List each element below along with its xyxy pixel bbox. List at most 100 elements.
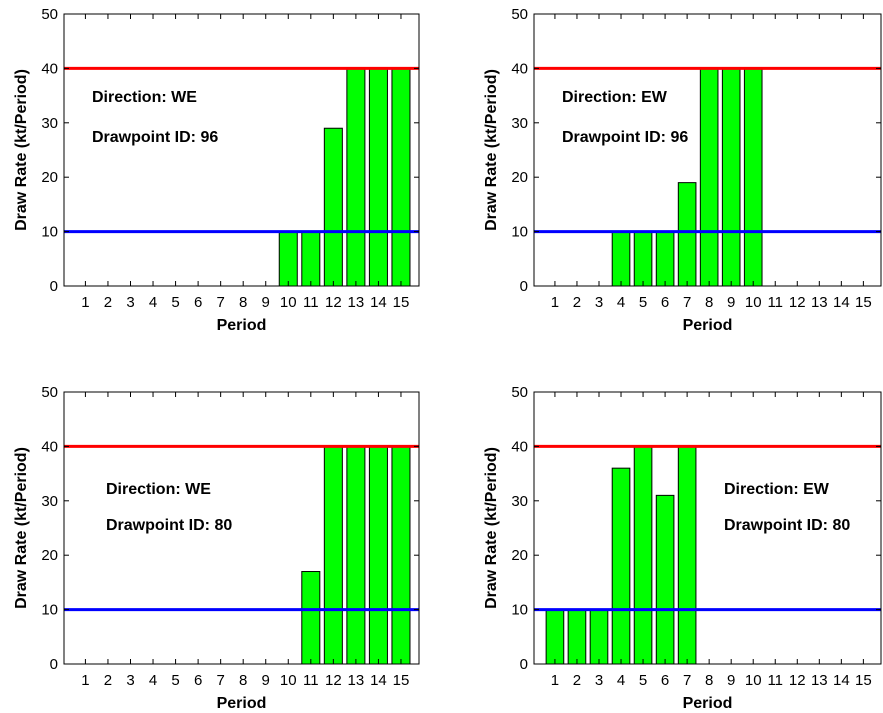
bar-period-6 (655, 494, 675, 665)
x-tick-label: 11 (767, 294, 783, 311)
direction-annotation: Direction: EW (562, 89, 668, 106)
bar-period-10 (278, 231, 298, 287)
x-tick-label: 9 (727, 672, 735, 689)
bar-period-9 (721, 67, 741, 287)
y-axis-label: Draw Rate (kt/Period) (483, 69, 500, 231)
bar-period-10 (743, 67, 763, 287)
x-tick-label: 8 (705, 294, 713, 311)
y-axis-label: Draw Rate (kt/Period) (483, 447, 500, 609)
x-axis-label: Period (217, 317, 267, 334)
direction-annotation: Direction: EW (724, 481, 830, 498)
y-tick-label: 0 (50, 278, 58, 295)
drawpoint-annotation: Drawpoint ID: 80 (106, 517, 232, 534)
x-tick-label: 6 (194, 294, 202, 311)
y-tick-label: 10 (41, 224, 58, 241)
y-tick-label: 20 (41, 547, 58, 564)
x-tick-label: 2 (573, 672, 581, 689)
x-tick-label: 4 (149, 672, 157, 689)
x-tick-label: 11 (767, 672, 783, 689)
y-tick-label: 40 (511, 60, 528, 77)
bar-period-5 (633, 445, 653, 665)
bar-period-2 (567, 609, 587, 665)
y-tick-label: 30 (41, 493, 58, 510)
x-tick-label: 14 (370, 672, 387, 689)
x-tick-label: 6 (661, 294, 669, 311)
x-tick-label: 1 (81, 294, 89, 311)
y-tick-label: 20 (511, 169, 528, 186)
x-tick-label: 8 (239, 294, 247, 311)
bar-period-3 (589, 609, 609, 665)
x-tick-label: 7 (683, 672, 691, 689)
x-tick-label: 12 (325, 672, 342, 689)
y-axis-label: Draw Rate (kt/Period) (13, 69, 30, 231)
bar-period-15 (391, 67, 411, 287)
x-tick-label: 13 (348, 672, 365, 689)
x-tick-label: 13 (811, 672, 828, 689)
plot-frame (63, 391, 420, 665)
x-tick-label: 14 (833, 294, 850, 311)
x-tick-label: 5 (171, 672, 179, 689)
x-tick-label: 1 (551, 294, 559, 311)
x-tick-label: 3 (126, 672, 134, 689)
y-tick-label: 10 (511, 602, 528, 619)
plot-frame (63, 13, 420, 287)
direction-annotation: Direction: WE (92, 89, 197, 106)
x-tick-label: 14 (833, 672, 850, 689)
y-tick-label: 30 (511, 115, 528, 132)
drawpoint-annotation: Drawpoint ID: 80 (724, 517, 850, 534)
y-tick-label: 20 (41, 169, 58, 186)
x-tick-label: 8 (705, 672, 713, 689)
x-tick-label: 7 (683, 294, 691, 311)
bar-period-12 (323, 127, 343, 287)
x-axis-label: Period (217, 695, 267, 712)
bar-period-5 (633, 231, 653, 287)
x-tick-label: 3 (595, 672, 603, 689)
bar-period-8 (699, 67, 719, 287)
x-tick-label: 13 (811, 294, 828, 311)
drawpoint-annotation: Drawpoint ID: 96 (92, 129, 218, 146)
y-tick-label: 0 (50, 656, 58, 673)
bar-period-11 (301, 571, 321, 665)
y-tick-label: 30 (511, 493, 528, 510)
x-tick-label: 7 (216, 672, 224, 689)
x-tick-label: 5 (639, 294, 647, 311)
y-tick-label: 50 (511, 384, 528, 401)
x-tick-label: 7 (216, 294, 224, 311)
x-tick-label: 10 (280, 672, 297, 689)
y-tick-label: 0 (520, 278, 528, 295)
y-tick-label: 40 (41, 438, 58, 455)
x-axis-label: Period (683, 317, 733, 334)
x-tick-label: 15 (855, 294, 872, 311)
bar-period-4 (611, 467, 631, 665)
x-tick-label: 3 (126, 294, 134, 311)
y-tick-label: 40 (41, 60, 58, 77)
plot-frame (533, 391, 882, 665)
x-tick-label: 8 (239, 672, 247, 689)
bar-period-14 (368, 445, 388, 665)
x-tick-label: 5 (171, 294, 179, 311)
direction-annotation: Direction: WE (106, 481, 211, 498)
y-tick-label: 10 (511, 224, 528, 241)
bar-period-11 (301, 231, 321, 287)
y-tick-label: 50 (41, 384, 58, 401)
x-tick-label: 10 (745, 294, 762, 311)
x-tick-label: 2 (104, 672, 112, 689)
x-tick-label: 10 (745, 672, 762, 689)
x-tick-label: 15 (393, 294, 410, 311)
x-tick-label: 12 (789, 294, 806, 311)
x-tick-label: 15 (393, 672, 410, 689)
x-tick-label: 6 (661, 672, 669, 689)
bar-period-1 (545, 609, 565, 665)
x-tick-label: 10 (280, 294, 297, 311)
y-axis-label: Draw Rate (kt/Period) (13, 447, 30, 609)
x-tick-label: 1 (81, 672, 89, 689)
drawpoint-annotation: Drawpoint ID: 96 (562, 129, 688, 146)
y-tick-label: 50 (41, 6, 58, 23)
x-tick-label: 5 (639, 672, 647, 689)
bar-period-4 (611, 231, 631, 287)
x-tick-label: 1 (551, 672, 559, 689)
bar-period-13 (346, 67, 366, 287)
y-tick-label: 40 (511, 438, 528, 455)
